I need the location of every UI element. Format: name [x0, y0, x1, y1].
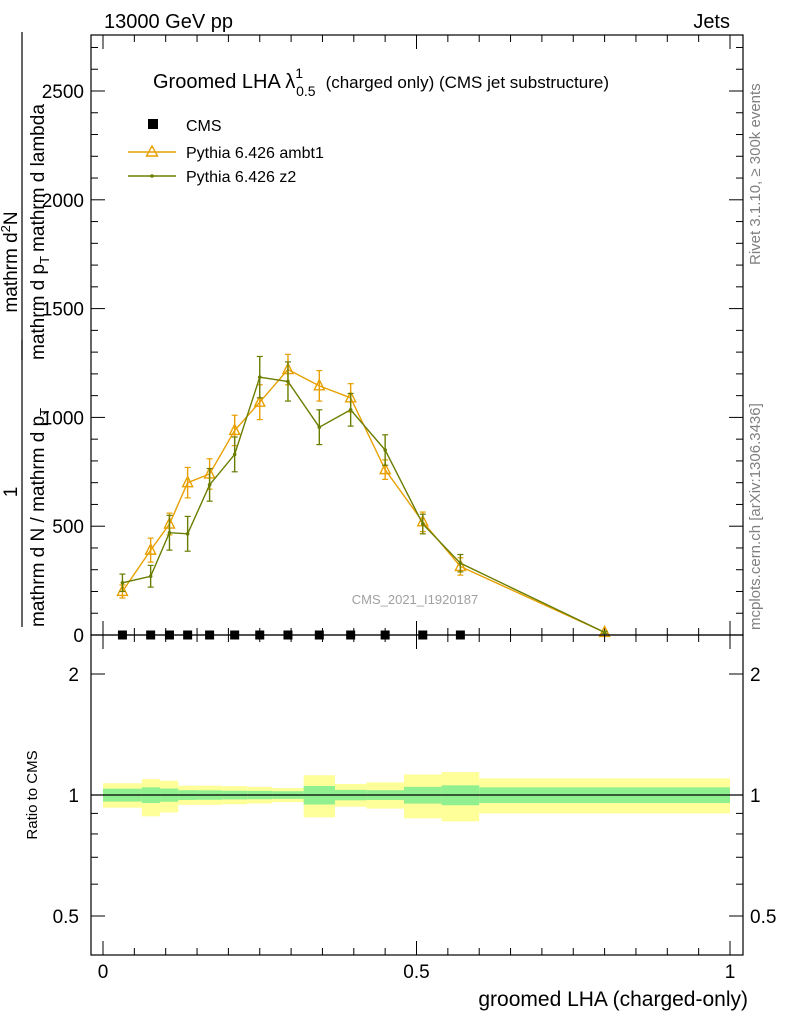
ylabel-den-text: mathrm d N / mathrm d p	[28, 416, 49, 627]
ylabel-denominator2: mathrm d pTmathrm d lambda	[28, 104, 52, 360]
ratio-y-axis-label: Ratio to CMS	[24, 750, 41, 839]
ratio-y-tick-labels: 0.5 0.5 1 1 2 2	[53, 665, 777, 928]
ambt1-data-point	[116, 583, 129, 597]
main-panel: 0 500 1000 1500 2000 2500 CMS_2021_I1920187 G…	[0, 32, 744, 647]
x-tick-labels: 0 0.5 1	[98, 962, 736, 983]
z2-data-point	[148, 574, 153, 579]
legend-z2-label: Pythia 6.426 z2	[186, 169, 296, 186]
z2-data-point	[167, 530, 172, 535]
legend-ambt1-marker	[145, 144, 159, 157]
main-y-tick-label: 1500	[42, 300, 84, 321]
title-main: Groomed LHA λ	[153, 71, 295, 93]
z2-data-point	[257, 375, 262, 379]
x-tick-label: 1	[725, 962, 736, 983]
main-y-axis-label: 1 mathrm d N / mathrm d pT mathrm d2N ma…	[0, 32, 52, 627]
z2-data-point	[420, 522, 425, 526]
ylabel-den2-b: mathrm d lambda	[28, 104, 49, 252]
ratio-y-tick-label-right: 2	[750, 665, 761, 686]
ylabel-denominator: mathrm d N / mathrm d pT	[28, 408, 52, 627]
main-y-tick-label: 2000	[42, 191, 84, 212]
ratio-y-tick-label-right: 0.5	[750, 907, 776, 928]
ambt1-data-point	[228, 422, 241, 436]
mcplots-source-label: mcplots.cern.ch [arXiv:1306.3436]	[747, 403, 764, 630]
legend-z2-marker	[150, 174, 154, 178]
z2-data-point	[458, 561, 463, 565]
ylabel-num2-a: mathrm d	[1, 232, 22, 312]
z2-data-point	[207, 483, 212, 487]
ylabel-den2-a: mathrm d p	[28, 264, 49, 360]
main-y-tick-labels: 0 500 1000 1500 2000 2500	[42, 82, 84, 647]
legend-cms-label: CMS	[186, 118, 222, 135]
ratio-y-tick-label: 0.5	[53, 907, 79, 928]
x-tick-label: 0	[98, 962, 109, 983]
title-suffix: (charged only) (CMS jet substructure)	[326, 73, 609, 92]
x-axis-label: groomed LHA (charged-only)	[478, 988, 748, 1011]
ratio-frame	[90, 634, 744, 956]
header-jets: Jets	[693, 11, 730, 33]
main-series	[116, 353, 611, 640]
ambt1-data-point	[253, 394, 266, 407]
title-sup: 1	[295, 65, 303, 81]
z2-data-point	[185, 532, 190, 536]
z2-data-point	[317, 425, 322, 429]
ratio-axis-ticks	[91, 635, 743, 955]
series-line-z2	[122, 376, 605, 634]
title-sub: 0.5	[296, 83, 316, 99]
z2-data-point	[232, 452, 237, 457]
ylabel-den2-sub: T	[37, 256, 52, 264]
legend-ambt1-label: Pythia 6.426 ambt1	[186, 145, 324, 162]
ratio-y-tick-label-right: 1	[750, 786, 761, 807]
ratio-y-tick-label: 2	[68, 665, 79, 686]
ylabel-num2-b: N	[1, 211, 22, 225]
main-y-tick-label: 0	[73, 626, 84, 647]
chart-title: Groomed LHA λ1 0.5 (charged only) (CMS jet…	[153, 65, 609, 99]
ylabel-numerator2: mathrm d2N	[0, 211, 22, 312]
z2-data-point	[286, 379, 290, 384]
ylabel-one: 1	[1, 487, 22, 498]
ambt1-data-point	[144, 542, 157, 555]
watermark: CMS_2021_I1920187	[352, 592, 479, 607]
main-y-tick-label: 1000	[42, 408, 84, 429]
z2-data-point	[348, 407, 353, 412]
ratio-panel: 0.5 0.51 12 2 0 0.5 1 Ratio to CMS groomed LH…	[24, 634, 777, 1011]
ylabel-den-sub: T	[37, 408, 52, 416]
x-tick-label: 0.5	[403, 962, 429, 983]
z2-data-point	[120, 580, 125, 585]
rivet-version-label: Rivet 3.1.10, ≥ 300k events	[747, 83, 764, 265]
ambt1-data-point	[313, 378, 326, 391]
ratio-y-tick-label: 1	[68, 786, 79, 807]
svg-text:Groomed LHA λ10.5(charged only: Groomed LHA λ1 0.5 (charged only) (CMS jet…	[153, 65, 609, 99]
legend-cms-marker	[148, 119, 158, 129]
legend: CMS Pythia 6.426 ambt1 Pythia 6.426 z2	[128, 118, 324, 186]
ambt1-data-point	[181, 475, 194, 488]
main-y-tick-label: 2500	[42, 82, 84, 103]
header-energy: 13000 GeV pp	[104, 11, 233, 33]
ylabel-num2-sup: 2	[0, 225, 13, 232]
ratio-bands	[103, 772, 730, 822]
ambt1-data-point	[379, 462, 392, 475]
z2-data-point	[383, 448, 387, 452]
z2-data-point	[602, 630, 607, 635]
main-y-tick-label: 500	[52, 517, 84, 538]
